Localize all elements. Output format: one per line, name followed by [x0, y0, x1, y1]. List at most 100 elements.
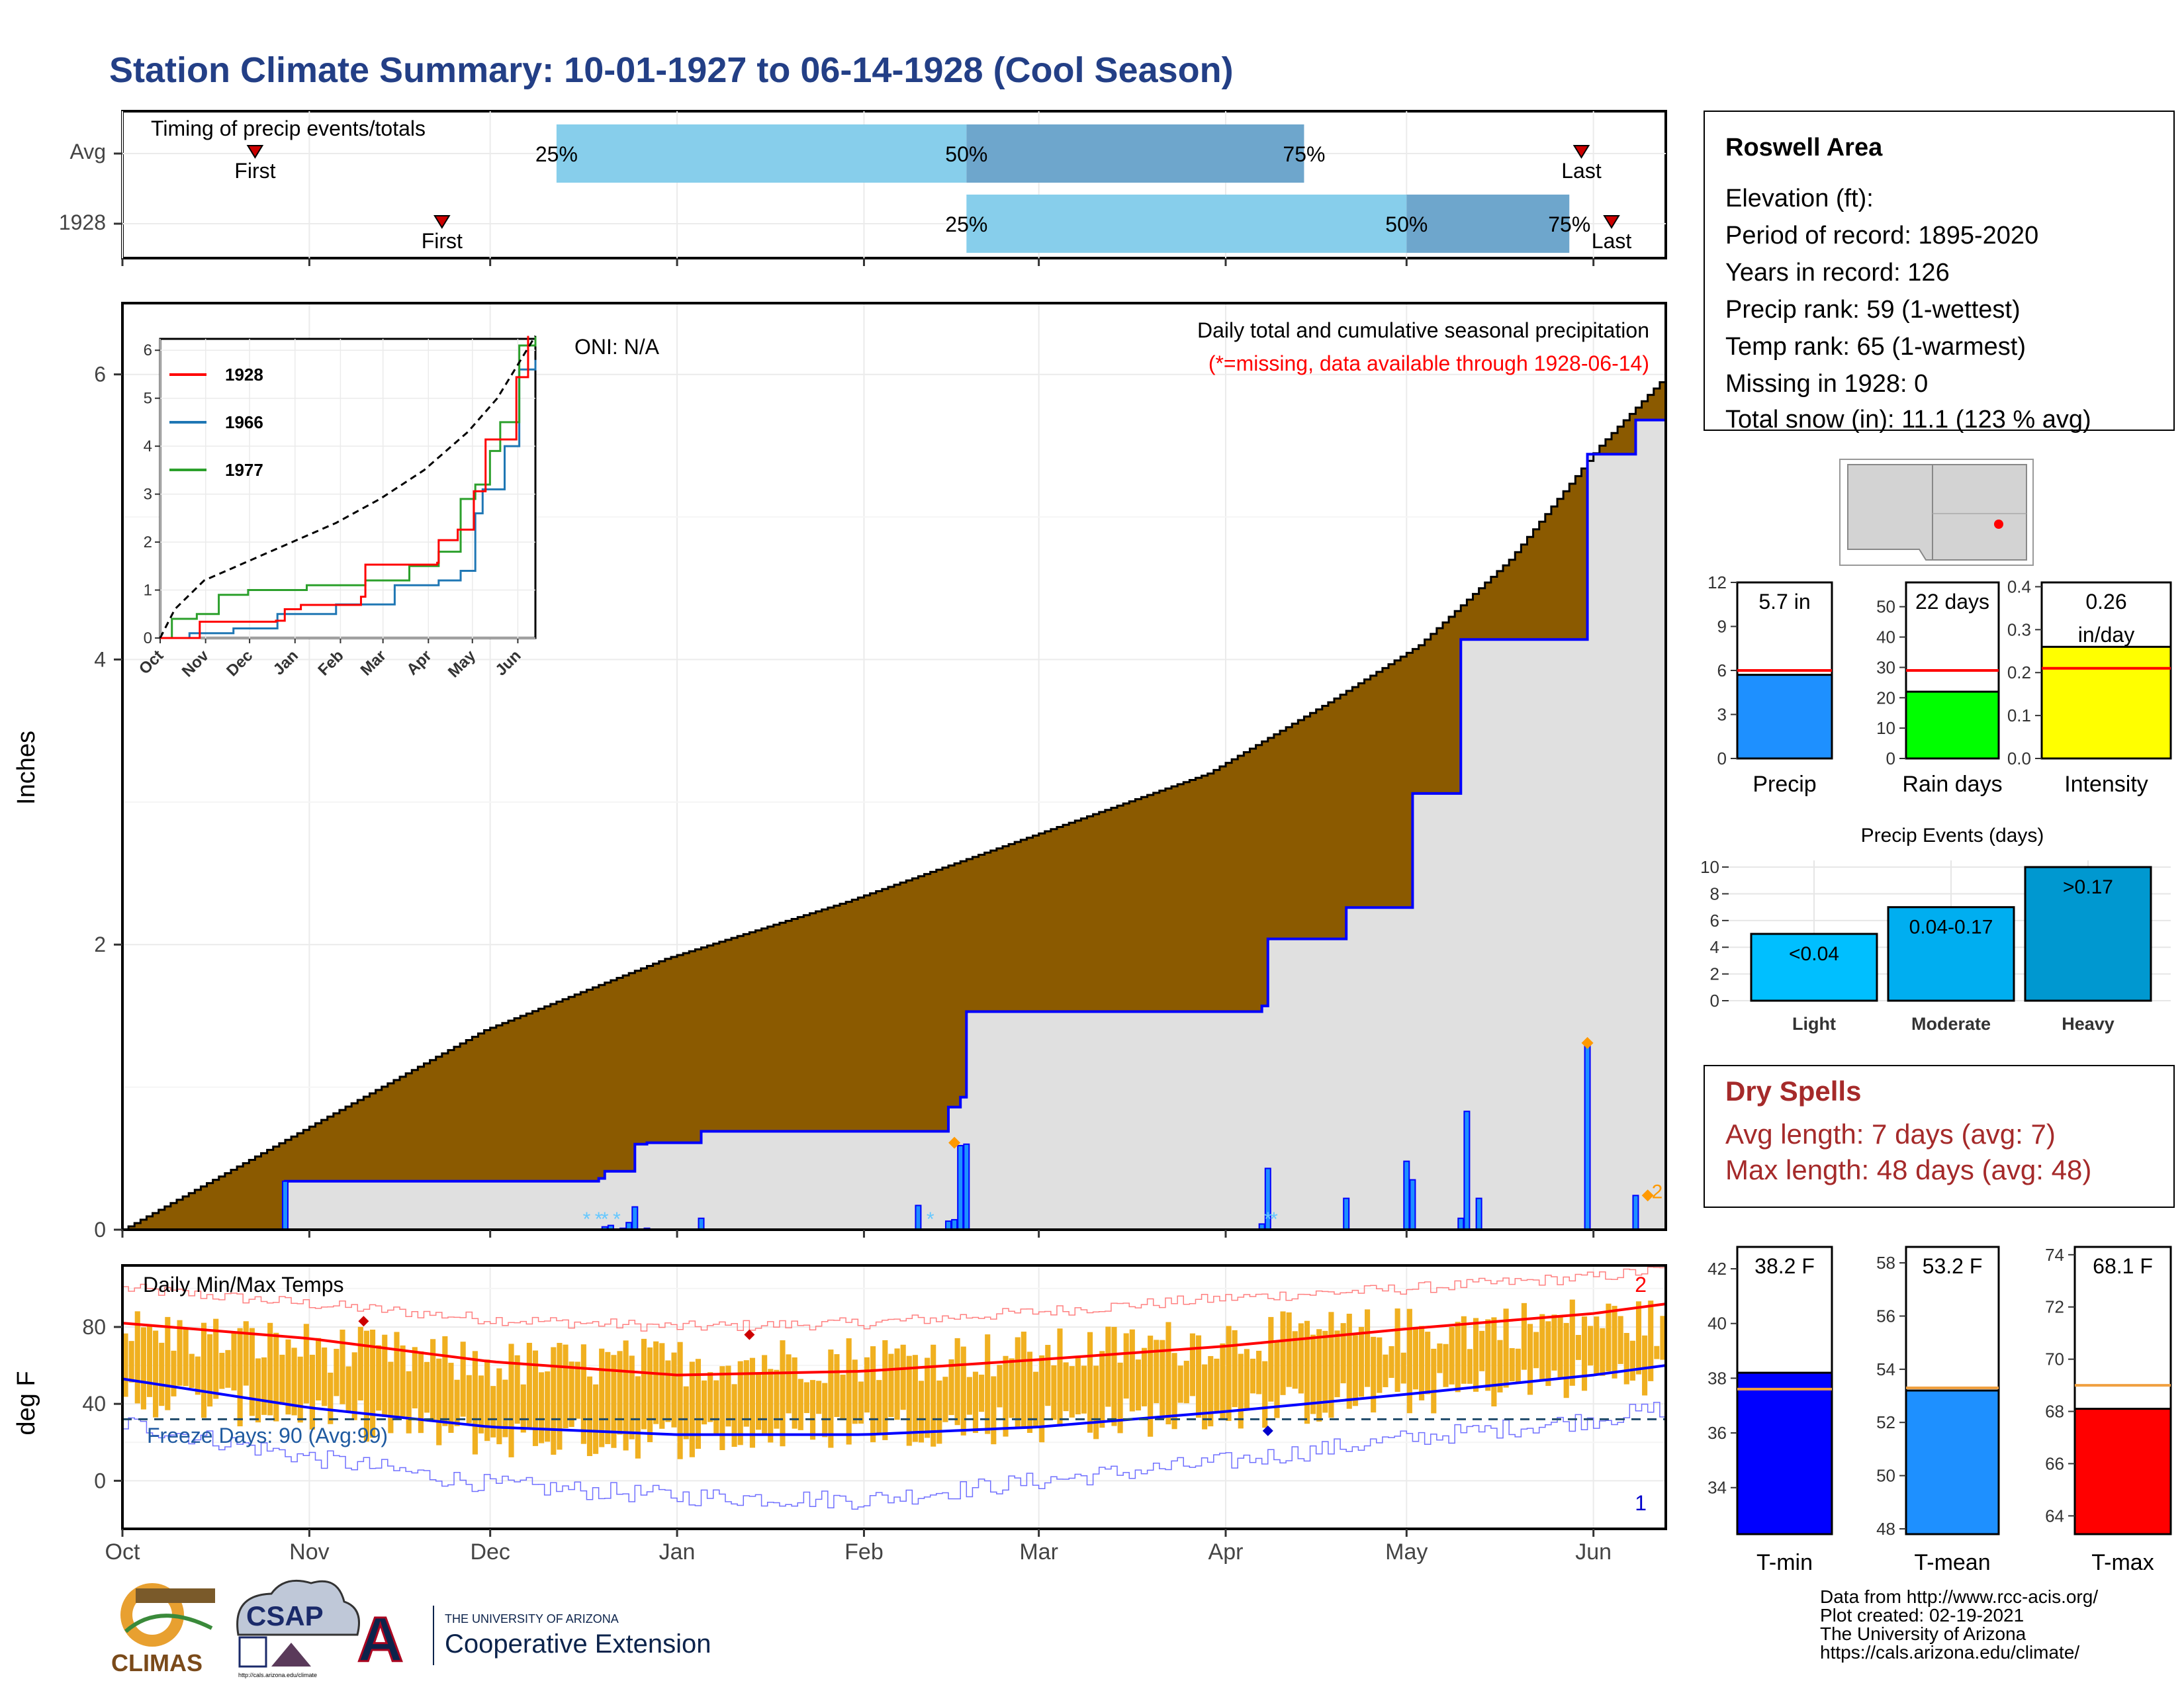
gauge-tick-label: 40	[1876, 627, 1895, 647]
daily-temp-bar	[1400, 1352, 1406, 1384]
daily-temp-bar	[1623, 1333, 1629, 1385]
daily-temp-bar	[255, 1358, 261, 1423]
daily-temp-bar	[1334, 1330, 1340, 1398]
daily-temp-bar	[1521, 1303, 1527, 1370]
daily-precip-bar	[1584, 1044, 1591, 1230]
daily-temp-bar	[514, 1355, 520, 1424]
quartile-label-25: 25%	[945, 212, 987, 236]
month-label: Dec	[470, 1539, 510, 1565]
climas-logo-ring	[132, 1595, 172, 1635]
events-y-tick-label: 6	[1710, 911, 1719, 931]
daily-temp-bar	[400, 1345, 406, 1417]
gauge-tick-label: 50	[1876, 1466, 1895, 1486]
daily-temp-bar	[1527, 1324, 1533, 1395]
daily-temp-bar	[140, 1327, 146, 1410]
daily-temp-bar	[1057, 1328, 1063, 1427]
daily-temp-bar	[388, 1361, 394, 1434]
station-line-missing: Missing in 1928: 0	[1725, 370, 1928, 398]
daily-temp-bar	[1425, 1332, 1431, 1394]
daily-temp-bar	[1280, 1311, 1286, 1395]
daily-temp-bar	[1365, 1309, 1371, 1387]
inset-legend-label: 1928	[225, 365, 263, 385]
daily-temp-bar	[1154, 1340, 1160, 1404]
quartile-bar-25-50	[966, 195, 1407, 253]
gauge-tick-label: 48	[1876, 1519, 1895, 1539]
gauge-value: 5.7 in	[1758, 590, 1810, 614]
temp-title: Daily Min/Max Temps	[143, 1273, 343, 1297]
daily-temp-bar	[1617, 1316, 1623, 1364]
daily-temp-bar	[1600, 1328, 1606, 1376]
daily-temp-bar	[490, 1386, 496, 1438]
daily-temp-bar	[466, 1375, 472, 1424]
daily-temp-bar	[1015, 1337, 1021, 1428]
daily-temp-bar	[526, 1342, 532, 1428]
daily-precip-bar	[915, 1205, 922, 1231]
daily-temp-bar	[665, 1360, 671, 1422]
temp-record-marker	[744, 1329, 755, 1340]
daily-temp-bar	[551, 1347, 557, 1455]
daily-temp-bar	[195, 1356, 201, 1395]
precip-record-marker	[1641, 1189, 1654, 1202]
daily-temp-bar	[183, 1329, 189, 1387]
inset-y-tick-label: 6	[144, 342, 152, 359]
daily-temp-bar	[954, 1338, 960, 1426]
precip-y-label: Inches	[13, 731, 40, 805]
gauge-value: 22 days	[1915, 590, 1989, 614]
month-label: Oct	[105, 1539, 140, 1565]
daily-temp-bar	[593, 1384, 599, 1454]
gauge-tick-label: 40	[1707, 1314, 1727, 1334]
daily-temp-bar	[1557, 1316, 1563, 1379]
daily-temp-bar	[906, 1355, 912, 1446]
events-y-tick-label: 10	[1700, 857, 1719, 877]
daily-temp-bar	[617, 1351, 623, 1435]
daily-temp-bar	[611, 1355, 617, 1448]
daily-temp-bar	[1594, 1316, 1600, 1375]
first-event-marker	[246, 145, 264, 159]
daily-temp-bar	[231, 1331, 237, 1391]
daily-temp-bar	[539, 1372, 545, 1443]
csap-logo-mountain	[271, 1643, 311, 1667]
daily-temp-bar	[882, 1340, 888, 1440]
daily-temp-bar	[1238, 1353, 1244, 1429]
daily-temp-bar	[1406, 1308, 1412, 1414]
credits: Data from http://www.rcc-acis.org/ Plot …	[1820, 1586, 2098, 1663]
daily-temp-bar	[1129, 1329, 1135, 1412]
inset-series-1977	[160, 336, 537, 639]
daily-precip-bar	[1632, 1195, 1639, 1231]
gauge-tick-label: 9	[1717, 617, 1727, 637]
station-line-elevation: Elevation (ft):	[1725, 185, 1874, 212]
daily-temp-bar	[846, 1338, 852, 1445]
daily-precip-bar	[951, 1218, 958, 1231]
gauge-value: 38.2 F	[1754, 1254, 1815, 1278]
daily-temp-bar	[719, 1366, 725, 1451]
daily-temp-bar	[1660, 1316, 1666, 1360]
page-title: Station Climate Summary: 10-01-1927 to 0…	[109, 50, 1234, 90]
station-line-period: Period of record: 1895-2020	[1725, 222, 2038, 250]
daily-temp-bar	[159, 1342, 165, 1406]
daily-temp-bar	[1262, 1361, 1268, 1428]
daily-temp-bar	[412, 1347, 418, 1409]
daily-temp-bar	[563, 1344, 569, 1429]
inset-y-tick-label: 5	[144, 390, 152, 408]
daily-temp-bar	[1569, 1299, 1575, 1386]
daily-temp-bar	[424, 1361, 430, 1413]
daily-temp-bar	[809, 1380, 816, 1440]
daily-temp-bar	[303, 1324, 309, 1404]
ua-logo: A THE UNIVERSITY OF ARIZONA Cooperative …	[357, 1604, 711, 1676]
daily-temp-bar	[1208, 1355, 1214, 1427]
daily-temp-bar	[605, 1351, 611, 1444]
gauge-tick-label: 0	[1717, 749, 1727, 768]
gauge-tick-label: 30	[1876, 657, 1895, 677]
csap-logo: CSAP http://cals.arizona.edu/climate	[236, 1579, 360, 1678]
daily-temp-bar	[1268, 1316, 1274, 1402]
climas-logo: CLIMAS	[111, 1583, 215, 1676]
daily-temp-bar	[1304, 1320, 1310, 1424]
daily-temp-bar	[122, 1333, 128, 1397]
daily-precip-bar	[631, 1206, 639, 1230]
month-label: May	[1385, 1539, 1428, 1565]
daily-temp-bar	[991, 1376, 997, 1445]
gauge-tick-label: 0.2	[2007, 663, 2031, 682]
daily-temp-bar	[960, 1346, 966, 1436]
daily-temp-bar	[1352, 1335, 1358, 1406]
